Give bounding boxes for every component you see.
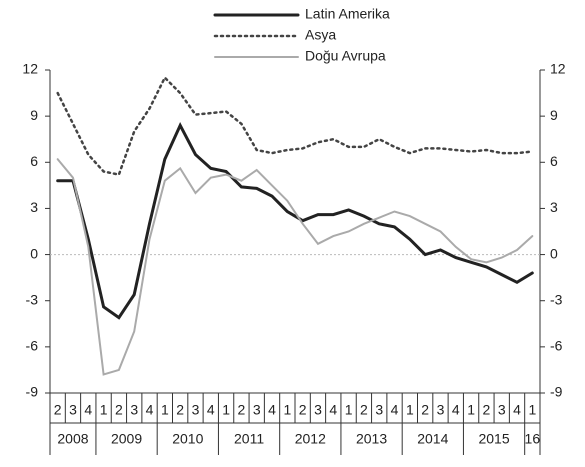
y2-tick-label: -9 (550, 384, 563, 400)
y-tick-label: 9 (30, 107, 38, 123)
x-tick-label: 3 (253, 402, 261, 418)
year-label: 2008 (57, 431, 88, 447)
y-tick-label: -3 (26, 291, 39, 307)
x-tick-label: 1 (222, 402, 230, 418)
year-label: 16 (525, 431, 541, 447)
x-tick-label: 1 (406, 402, 414, 418)
x-tick-label: 4 (84, 402, 92, 418)
series-line (56, 158, 534, 376)
x-tick-label: 2 (176, 402, 184, 418)
x-tick-label: 2 (238, 402, 246, 418)
y-tick-label: 12 (22, 61, 38, 77)
y-tick-label: 0 (30, 245, 38, 261)
x-tick-label: 4 (452, 402, 460, 418)
y-tick-label: 3 (30, 199, 38, 215)
year-label: 2011 (234, 431, 264, 447)
x-tick-label: 1 (345, 402, 353, 418)
x-tick-label: 4 (329, 402, 337, 418)
y2-tick-label: 12 (550, 61, 566, 77)
x-tick-label: 3 (375, 402, 383, 418)
year-label: 2010 (172, 431, 203, 447)
y-tick-label: 6 (30, 153, 38, 169)
year-label: 2014 (417, 431, 448, 447)
x-tick-label: 3 (437, 402, 445, 418)
series-line (56, 121, 534, 320)
x-tick-label: 3 (314, 402, 322, 418)
x-tick-label: 2 (421, 402, 429, 418)
year-label: 2012 (295, 431, 326, 447)
x-tick-label: 2 (360, 402, 368, 418)
x-tick-label: 4 (268, 402, 276, 418)
y-tick-label: -9 (26, 384, 39, 400)
x-tick-label: 4 (146, 402, 154, 418)
y2-tick-label: 3 (550, 199, 558, 215)
y2-tick-label: -6 (550, 338, 563, 354)
year-label: 2015 (478, 431, 509, 447)
x-tick-label: 2 (54, 402, 62, 418)
legend-label: Asya (305, 27, 336, 43)
x-tick-label: 3 (130, 402, 138, 418)
legend-label: Latin Amerika (305, 6, 390, 22)
x-tick-label: 3 (192, 402, 200, 418)
series-line (56, 75, 534, 177)
y2-tick-label: 6 (550, 153, 558, 169)
x-tick-label: 2 (299, 402, 307, 418)
x-tick-label: 2 (115, 402, 123, 418)
y2-tick-label: 0 (550, 245, 558, 261)
year-label: 2013 (356, 431, 387, 447)
x-tick-label: 1 (100, 402, 108, 418)
y2-tick-label: 9 (550, 107, 558, 123)
x-tick-label: 4 (207, 402, 215, 418)
x-tick-label: 3 (69, 402, 77, 418)
year-label: 2009 (111, 431, 142, 447)
y-tick-label: -6 (26, 338, 39, 354)
y2-tick-label: -3 (550, 291, 563, 307)
x-tick-label: 1 (283, 402, 291, 418)
x-tick-label: 2 (483, 402, 491, 418)
legend-label: Doğu Avrupa (305, 48, 386, 64)
x-tick-label: 4 (391, 402, 399, 418)
x-tick-label: 1 (467, 402, 475, 418)
x-tick-label: 1 (161, 402, 169, 418)
x-tick-label: 4 (513, 402, 521, 418)
x-tick-label: 3 (498, 402, 506, 418)
x-tick-label: 1 (528, 402, 536, 418)
